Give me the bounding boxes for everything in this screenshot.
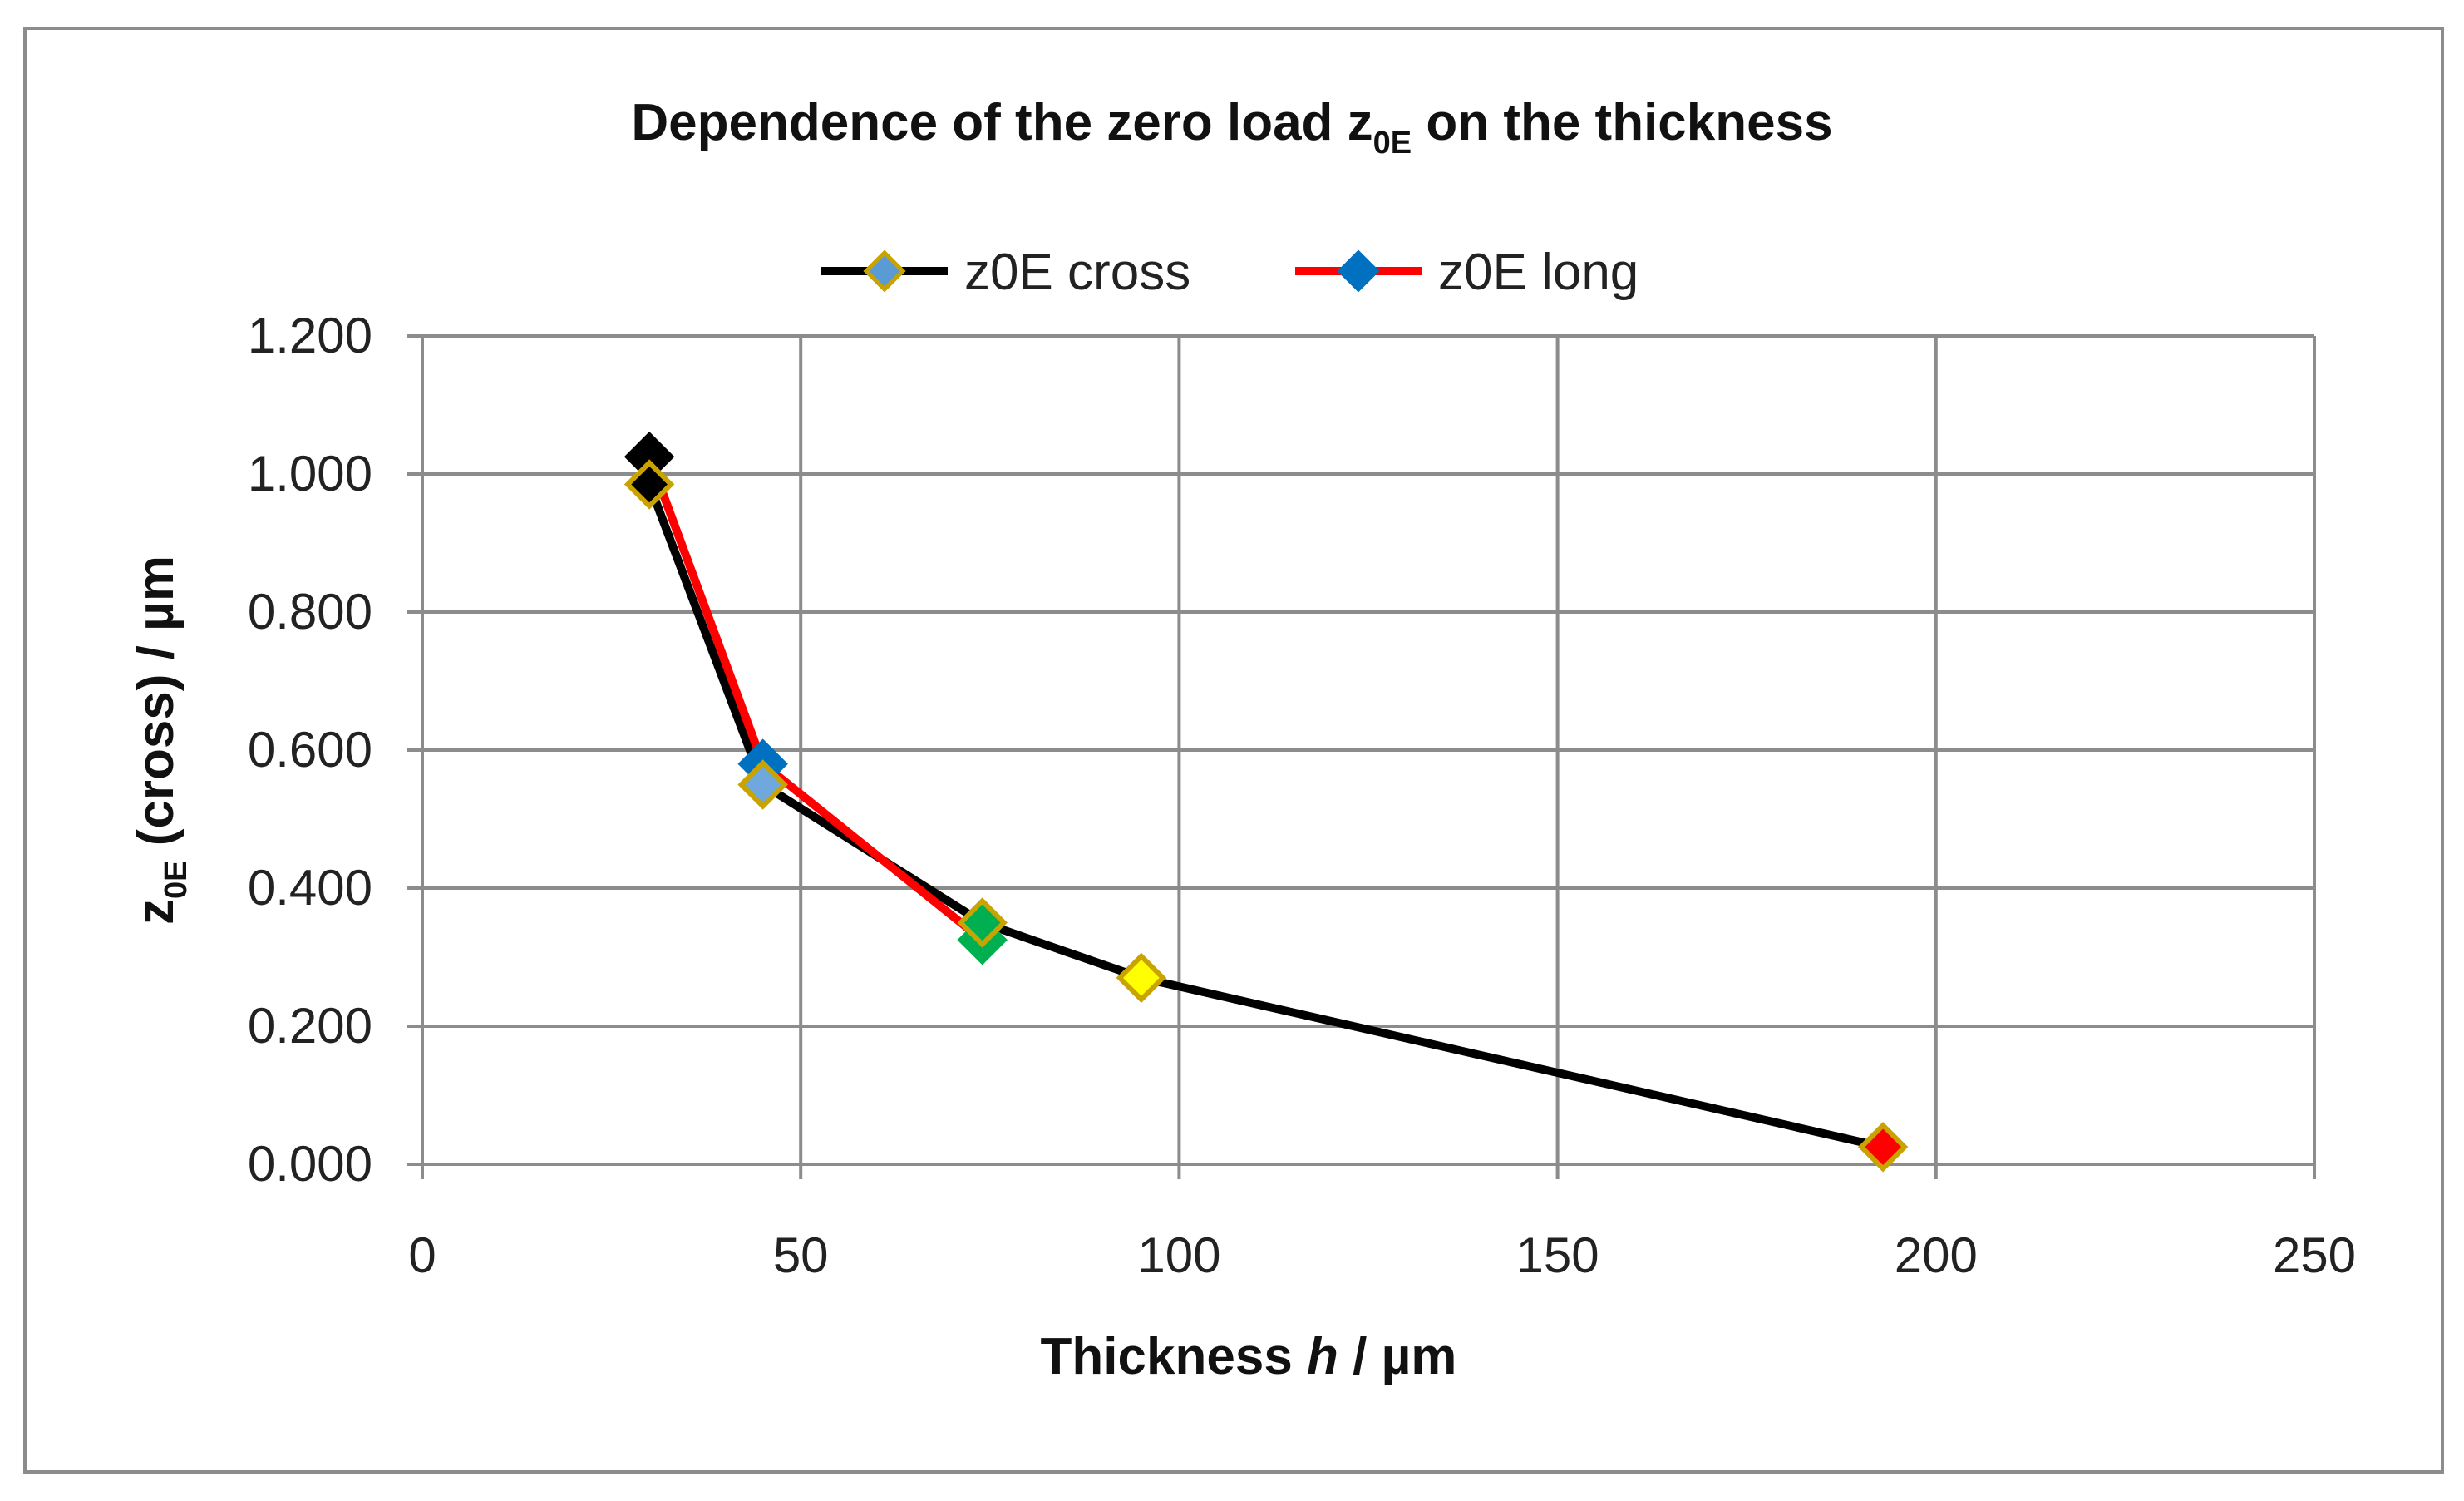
x-tick-label: 0 bbox=[408, 1227, 436, 1283]
y-tick-label: 1.000 bbox=[248, 446, 372, 501]
legend-marker-long bbox=[1337, 249, 1380, 293]
legend-label-cross: z0E cross bbox=[964, 244, 1190, 301]
y-tick-label: 0.000 bbox=[248, 1136, 372, 1192]
cross-data-point bbox=[623, 459, 675, 510]
legend: z0E cross z0E long bbox=[821, 244, 1639, 301]
cross-data-point bbox=[1857, 1122, 1909, 1173]
cross-data-point bbox=[1116, 952, 1167, 1004]
grid bbox=[421, 334, 2316, 1166]
cross-data-point bbox=[737, 759, 788, 810]
legend-marker-cross bbox=[863, 249, 906, 293]
y-tick-label: 0.800 bbox=[248, 584, 372, 639]
y-tick-label: 0.200 bbox=[248, 998, 372, 1054]
y-axis-title-subscript: 0E bbox=[159, 861, 194, 899]
x-tick-label: 250 bbox=[2273, 1227, 2356, 1283]
chart-title-subscript: 0E bbox=[1373, 126, 1412, 160]
x-tick-label: 150 bbox=[1516, 1227, 1599, 1283]
x-tick-label: 50 bbox=[773, 1227, 829, 1283]
axes: 0.000 0.200 0.400 0.600 0.800 1.000 1.200 0 50 10… bbox=[248, 308, 2356, 1283]
x-tick-label: 100 bbox=[1137, 1227, 1220, 1283]
cross-data-point bbox=[957, 897, 1008, 948]
y-tick-label: 0.600 bbox=[248, 722, 372, 778]
chart-title: Dependence of the zero load z0E on the t… bbox=[631, 94, 1832, 160]
x-axis-title: Thickness h / µm bbox=[1041, 1328, 1457, 1385]
y-tick-label: 0.400 bbox=[248, 860, 372, 916]
x-axis-title-italic: h bbox=[1307, 1328, 1338, 1385]
series-group bbox=[623, 432, 1909, 1173]
legend-label-long: z0E long bbox=[1438, 244, 1639, 301]
y-axis-title: z0E (cross) / µm bbox=[127, 555, 194, 925]
x-tick-label: 200 bbox=[1895, 1227, 1978, 1283]
y-tick-label: 1.200 bbox=[248, 308, 372, 363]
